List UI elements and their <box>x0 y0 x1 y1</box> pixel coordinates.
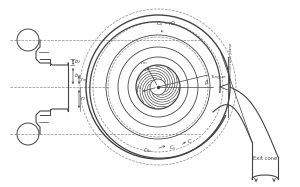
Text: $C_u=r\Omega$: $C_u=r\Omega$ <box>156 19 176 28</box>
Text: Exit cone: Exit cone <box>253 157 277 162</box>
Text: $b_2$: $b_2$ <box>74 58 81 66</box>
Text: $C$: $C$ <box>187 137 193 145</box>
Text: $r_2$: $r_2$ <box>80 95 86 103</box>
Text: $b_m$: $b_m$ <box>74 72 82 80</box>
Text: $C_u$: $C_u$ <box>169 143 177 152</box>
Text: $r_c$: $r_c$ <box>136 83 142 92</box>
Text: $r_m$: $r_m$ <box>80 76 87 85</box>
Text: Tongue: Tongue <box>210 75 226 79</box>
Text: $C_{\theta u}$: $C_{\theta u}$ <box>143 146 153 155</box>
Text: $\beta$: $\beta$ <box>204 78 209 87</box>
Text: $r_m$: $r_m$ <box>140 58 148 67</box>
Text: Full-collection plane: Full-collection plane <box>229 43 233 82</box>
